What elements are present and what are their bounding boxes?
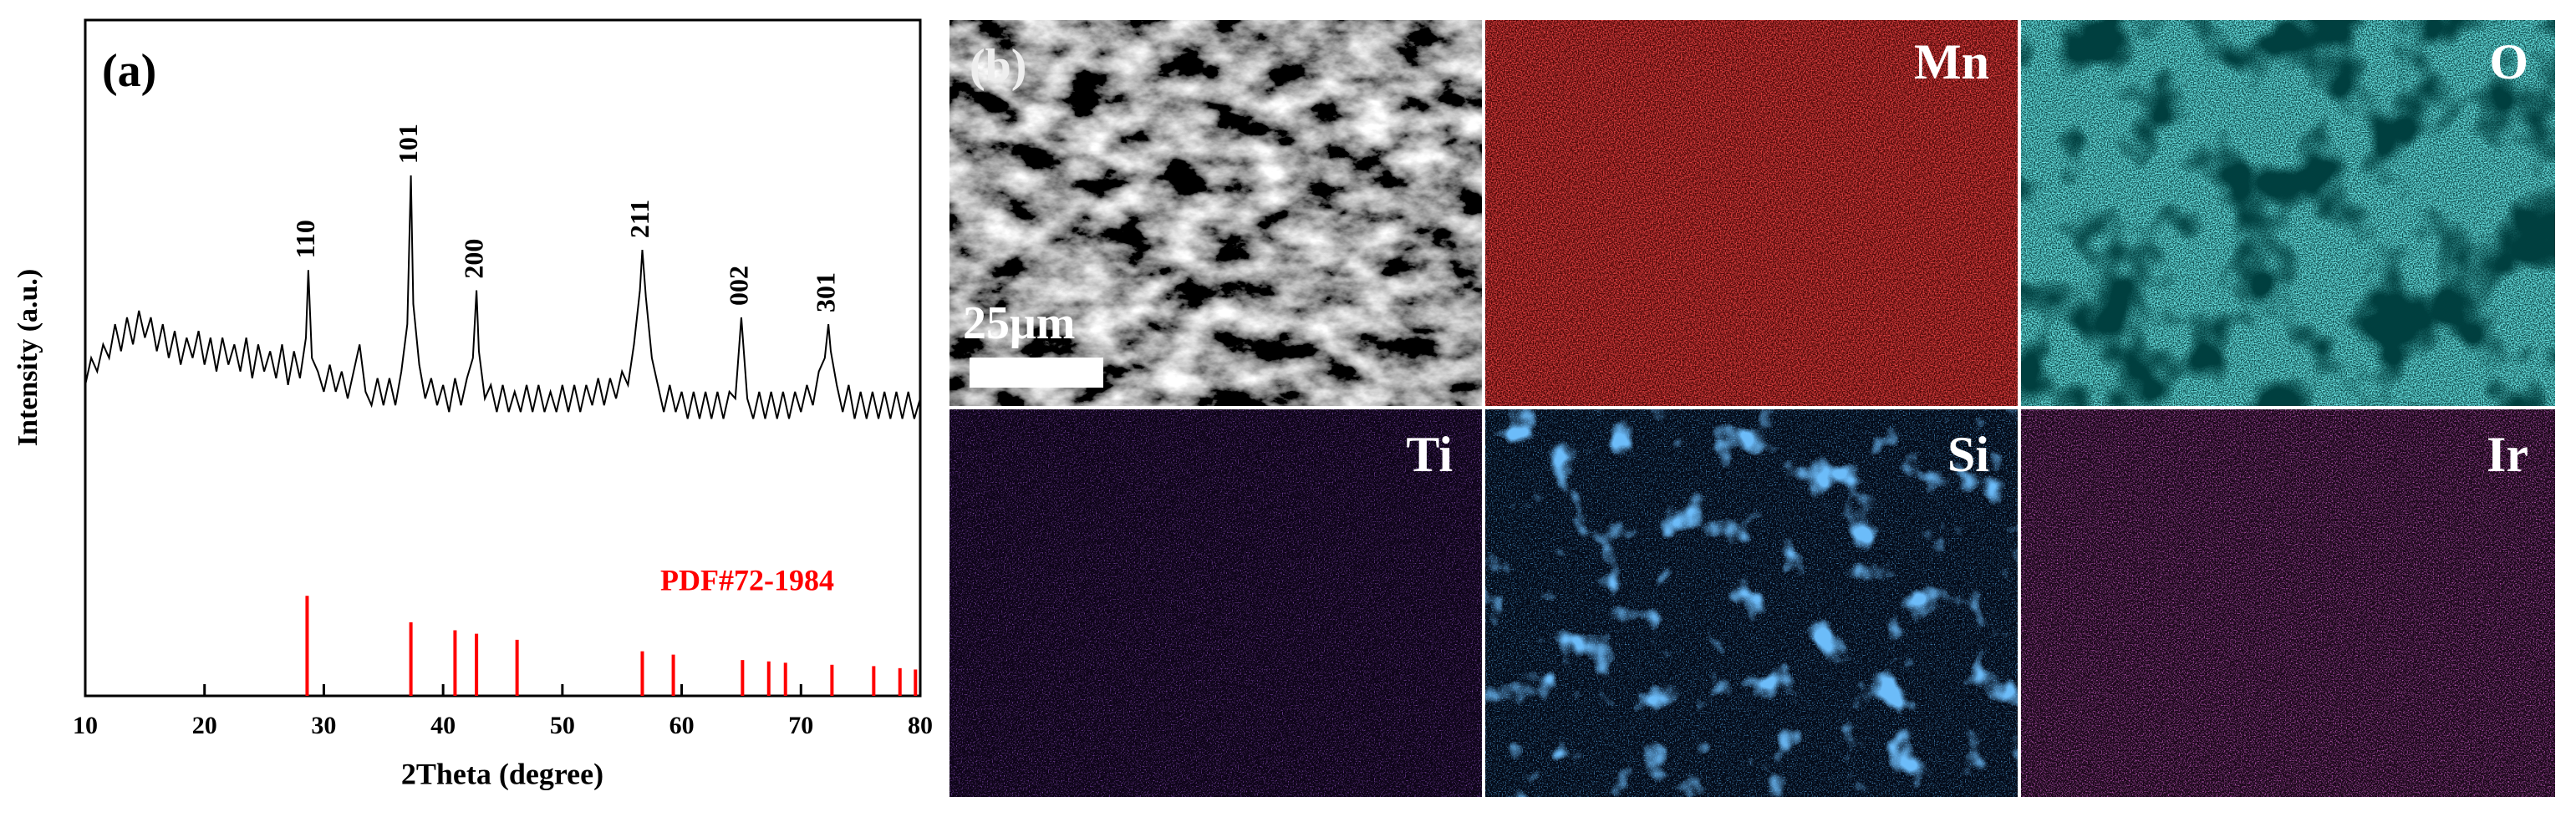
sem-texture bbox=[949, 20, 1482, 406]
panel-label: (b) bbox=[970, 40, 1026, 92]
mn-texture bbox=[1485, 20, 2018, 406]
scale-bar bbox=[970, 358, 1103, 388]
map-label: Ir bbox=[2487, 427, 2528, 482]
peak-label: 200 bbox=[458, 239, 488, 279]
peak-label: 211 bbox=[624, 200, 654, 238]
x-axis-label: 2Theta (degree) bbox=[401, 757, 603, 790]
peak-label: 002 bbox=[723, 266, 753, 306]
map-label: Si bbox=[1947, 427, 1989, 482]
x-tick-label: 70 bbox=[788, 712, 813, 739]
reference-label: PDF#72-1984 bbox=[660, 563, 834, 596]
ti-texture bbox=[949, 409, 1482, 797]
panel-label: (a) bbox=[102, 45, 156, 97]
x-tick-label: 60 bbox=[669, 712, 695, 739]
x-tick-label: 80 bbox=[908, 712, 933, 739]
o-shadow bbox=[2021, 20, 2555, 406]
x-tick-label: 50 bbox=[550, 712, 575, 739]
map-label: O bbox=[2489, 34, 2528, 89]
x-tick-label: 40 bbox=[430, 712, 456, 739]
plot-frame bbox=[84, 18, 922, 698]
map-label: Mn bbox=[1914, 34, 1989, 89]
peak-label: 110 bbox=[290, 220, 320, 258]
x-tick-label: 20 bbox=[192, 712, 217, 739]
peak-label: 301 bbox=[810, 272, 840, 312]
peak-label: 101 bbox=[393, 124, 423, 164]
eds-panel: (b) 25μm Mn O Ti Si Ir bbox=[949, 20, 2555, 797]
ir-texture bbox=[2021, 409, 2555, 797]
si-clusters bbox=[1485, 409, 2018, 797]
x-tick-label: 30 bbox=[311, 712, 336, 739]
x-tick-label: 10 bbox=[73, 712, 98, 739]
y-axis-label: Intensity (a.u.) bbox=[13, 269, 43, 447]
scale-bar-label: 25μm bbox=[963, 297, 1075, 349]
xrd-pattern bbox=[84, 175, 921, 419]
map-label: Ti bbox=[1406, 427, 1453, 482]
